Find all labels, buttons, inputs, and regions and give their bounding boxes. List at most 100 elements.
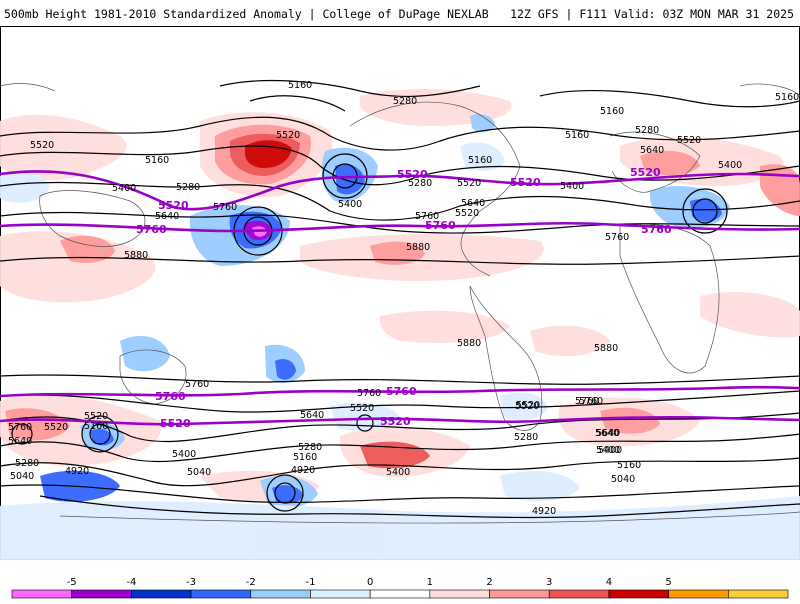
contour-label: 5760 — [415, 211, 439, 222]
colorbar-tick-label: 4 — [606, 577, 612, 588]
contour-label: 5400 — [560, 181, 584, 192]
contour-label: 5280 — [408, 178, 432, 189]
key-contour-label: 5520 — [510, 176, 541, 189]
colorbar-svg: -5 -4 -3 -2 -1 0 1 2 3 4 5 — [11, 577, 789, 599]
key-contour-label: 5760 — [641, 223, 672, 236]
contour-label: 5160 — [293, 452, 317, 463]
colorbar-tick-label: 3 — [546, 577, 552, 588]
contour-label: 5280 — [514, 432, 538, 443]
map-title: 500mb Height 1981-2010 Standardized Anom… — [4, 7, 489, 21]
colorbar-swatch — [11, 589, 72, 599]
contour-label: 5520 — [276, 130, 300, 141]
contour-label: 5880 — [457, 338, 481, 349]
key-contour-label: 5520 — [158, 199, 189, 212]
key-contour-label: 5520 — [160, 417, 191, 430]
contour-label: 5040 — [10, 471, 34, 482]
key-contour-label: 5520 — [630, 166, 661, 179]
colorbar-tick-label: 2 — [486, 577, 492, 588]
colorbar-swatch — [668, 589, 729, 599]
contour-label: 5040 — [611, 474, 635, 485]
contour-label: 5160 — [617, 460, 641, 471]
contour-label: 5520 — [516, 400, 540, 411]
contour-label: 4920 — [65, 466, 89, 477]
colorbar-tick-label: 1 — [427, 577, 433, 588]
colorbar-swatches — [11, 589, 789, 599]
contour-label: 5520 — [350, 403, 374, 414]
colorbar-swatch — [310, 589, 371, 599]
contour-label: 5640 — [640, 145, 664, 156]
contour-label: 5520 — [84, 411, 108, 422]
contour-label: 5400 — [112, 183, 136, 194]
contour-label: 5400 — [172, 449, 196, 460]
key-contour-label: 5760 — [155, 390, 186, 403]
colorbar-tick-label: -3 — [186, 577, 196, 588]
contour-label: 5160 — [145, 155, 169, 166]
anomaly-map[interactable]: 5160 5280 5160 5520 5160 5400 5280 5520 … — [0, 26, 800, 560]
contour-label: 5880 — [594, 343, 618, 354]
contour-label: 5280 — [298, 442, 322, 453]
contour-label: 5760 — [575, 396, 599, 407]
contour-label: 5160 — [288, 80, 312, 91]
colorbar-tick-label: -1 — [305, 577, 315, 588]
coastlines — [0, 83, 800, 524]
contour-label: 5760 — [579, 396, 603, 407]
run-info: 12Z GFS | F111 Valid: 03Z MON MAR 31 202… — [510, 7, 794, 21]
contour-label: 5160 — [468, 155, 492, 166]
contour-label: 5280 — [15, 458, 39, 469]
contour-label: 5400 — [598, 445, 622, 456]
contour-label: 5400 — [596, 445, 620, 456]
contour-label: 4920 — [532, 506, 556, 517]
anomaly-shading — [0, 89, 800, 560]
contour-label: 5640 — [8, 436, 32, 447]
colorbar-tick-label: 0 — [367, 577, 373, 588]
colorbar-swatch — [369, 589, 431, 599]
colorbar-swatch — [71, 589, 132, 599]
colorbar-swatch — [250, 589, 311, 599]
map-canvas: 5160 5280 5160 5520 5160 5400 5280 5520 … — [0, 26, 800, 560]
contour-label: 5520 — [457, 178, 481, 189]
contour-label: 5520 — [455, 208, 479, 219]
contour-label: 5760 — [8, 422, 32, 433]
colorbar-tick-label: -2 — [246, 577, 256, 588]
colorbar-tick-label: 5 — [665, 577, 671, 588]
contour-label: 5040 — [187, 467, 211, 478]
contour-label: 5760 — [605, 232, 629, 243]
contour-label: 5760 — [185, 379, 209, 390]
colorbar-swatch — [728, 589, 789, 599]
contour-label: 5160 — [565, 130, 589, 141]
contour-label: 5760 — [357, 388, 381, 399]
contour-label: 5880 — [124, 250, 148, 261]
contour-label: 5520 — [515, 401, 539, 412]
contour-label: 5640 — [461, 198, 485, 209]
key-contour-label: 5520 — [380, 415, 411, 428]
colorbar-swatch — [548, 589, 610, 599]
key-contour-label: 5520 — [397, 168, 428, 181]
contour-label: 5160 — [600, 106, 624, 117]
key-contour-label: 5760 — [425, 219, 456, 232]
colorbar-swatch — [608, 589, 669, 599]
colorbar: -5 -4 -3 -2 -1 0 1 2 3 4 5 — [0, 572, 800, 600]
contour-label: 5520 — [44, 422, 68, 433]
contour-label: 5760 — [213, 202, 237, 213]
contour-label: 5520 — [30, 140, 54, 151]
contour-label: 5640 — [595, 428, 619, 439]
contour-label: 5640 — [300, 410, 324, 421]
contour-label: 5400 — [718, 160, 742, 171]
contour-label: 5280 — [393, 96, 417, 107]
contour-label: 5640 — [596, 428, 620, 439]
colorbar-swatch — [190, 589, 252, 599]
contour-label: 5160 — [84, 421, 108, 432]
colorbar-swatch — [429, 589, 490, 599]
key-contour-labels: 5520 5520 5520 5520 5760 5760 5760 5760 … — [136, 166, 672, 430]
contour-label: 5280 — [176, 182, 200, 193]
colorbar-swatch — [131, 589, 192, 599]
contour-label: 5400 — [338, 199, 362, 210]
contour-label: 5880 — [406, 242, 430, 253]
key-contour-label: 5760 — [136, 223, 167, 236]
contour-label: 5400 — [386, 467, 410, 478]
colorbar-tick-label: -4 — [126, 577, 136, 588]
contour-label: 5160 — [775, 92, 799, 103]
colorbar-tick-label: -5 — [67, 577, 77, 588]
contour-label: 5280 — [635, 125, 659, 136]
colorbar-swatch — [489, 589, 550, 599]
